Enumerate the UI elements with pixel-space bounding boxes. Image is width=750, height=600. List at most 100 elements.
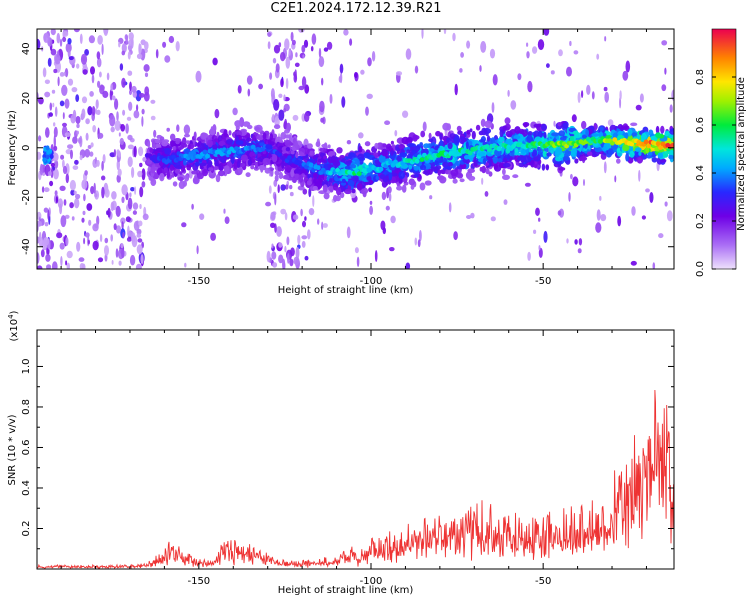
noise-blob [661,84,667,92]
noise-blob [184,262,187,268]
noise-blob [127,70,133,76]
noise-blob [385,205,390,211]
noise-blob [115,205,121,217]
noise-blob [285,56,291,69]
noise-blob [106,72,110,81]
ridge-blob [503,157,508,162]
ridge-blob [319,147,327,152]
noise-blob [199,213,205,220]
ridge-blob [605,135,612,140]
noise-blob [49,102,53,111]
x-tick-label: -50 [535,276,551,287]
noise-blob [365,106,369,116]
x-tick-label: -100 [360,576,383,587]
ridge-blob [512,174,519,179]
noise-blob [532,46,538,54]
noise-blob [577,91,581,104]
ridge-blob [488,171,493,177]
ridge-blob [221,157,226,164]
ridge-blob [464,155,470,160]
noise-blob [604,91,609,103]
noise-blob [304,255,309,261]
ridge-blob [159,173,165,182]
ridge-blob [368,187,373,193]
ridge-core [655,141,661,147]
noise-blob [64,214,70,219]
noise-blob [168,35,175,44]
ridge-blob [502,168,506,175]
ridge-blob [321,143,328,148]
y-axis-label: SNR (10 * v/v) [7,414,18,485]
ridge-blob [339,155,346,159]
ridge-blob [559,136,567,141]
ridge-blob [212,144,218,150]
spectrogram-frame [36,28,675,270]
noise-blob [125,123,129,134]
noise-blob [664,67,667,75]
noise-blob [43,187,50,193]
ridge-blob [662,151,669,158]
ridge-blob [226,139,233,145]
ridge-blob [628,130,632,137]
ridge-blob [607,148,614,156]
noise-blob [70,114,76,124]
noise-blob [286,236,290,246]
ridge-blob [502,162,511,168]
noise-blob [481,177,484,185]
noise-blob [44,222,49,227]
noise-blob [75,116,81,124]
ridge-blob [485,131,489,137]
ridge-blob [344,188,352,195]
ridge-blob [251,155,256,163]
noise-blob [56,32,61,44]
noise-blob [121,50,126,56]
ridge-blob [541,163,546,171]
ridge-blob [296,166,302,171]
ridge-blob [323,155,328,160]
ridge-core [643,139,649,145]
snr-plot [37,389,674,569]
noise-blob [43,237,50,246]
ridge-blob [215,174,221,183]
ridge-blob [455,160,460,167]
noise-blob [289,191,294,197]
noise-blob [271,243,274,249]
noise-blob [367,57,372,67]
ridge-blob [278,171,284,180]
noise-blob [175,41,180,52]
noise-blob [79,33,83,44]
noise-blob [290,31,294,42]
noise-blob [273,99,280,111]
noise-blob [43,207,49,213]
noise-blob [395,71,403,76]
noise-blob [76,123,80,129]
ridge-blob [263,158,267,167]
ridge-blob [153,172,159,180]
noise-blob [290,247,295,257]
noise-blob [62,112,65,120]
ridge-blob [172,181,178,187]
noise-blob [129,81,132,91]
ridge-blob [546,152,552,157]
noise-blob [110,83,114,92]
ridge-blob [329,186,334,193]
noise-blob [64,132,71,138]
ridge-blob [482,158,487,165]
ridge-blob [408,178,415,186]
noise-blob [46,264,52,269]
noise-blob [39,163,44,176]
ridge-blob [420,130,426,138]
ridge-blob [465,141,469,150]
ridge-core [315,165,321,171]
ridge-blob [522,155,531,164]
noise-blob [570,173,573,180]
noise-blob [95,99,99,109]
noise-blob [53,68,58,74]
ridge-blob [538,147,542,154]
noise-blob [135,263,142,269]
ridge-blob [274,170,280,176]
noise-blob [292,114,299,121]
ridge-blob [358,145,363,153]
noise-blob [343,29,349,36]
ridge-blob [478,130,484,136]
